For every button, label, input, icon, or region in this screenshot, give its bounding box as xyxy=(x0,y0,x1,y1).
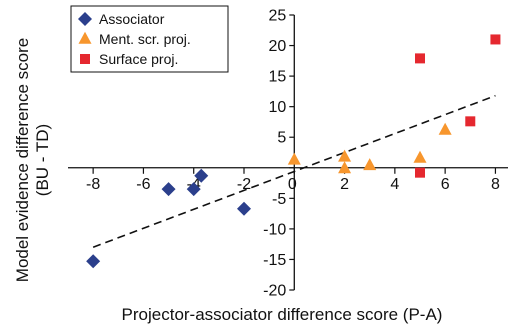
triangle-point xyxy=(438,122,452,135)
y-tick-label: 5 xyxy=(277,130,286,147)
legend: Associator Ment. scr. proj. Surface proj. xyxy=(70,5,229,73)
square-point xyxy=(415,167,425,178)
y-tick-label: -5 xyxy=(272,191,286,208)
legend-label: Associator xyxy=(99,11,165,27)
legend-item: Associator xyxy=(78,11,165,27)
axes xyxy=(68,15,508,290)
y-tick-label: 20 xyxy=(268,38,286,55)
legend-item: Surface proj. xyxy=(80,51,178,67)
y-tick-label: 25 xyxy=(268,8,286,25)
y-tick-label: 10 xyxy=(268,99,286,116)
legend-item: Ment. scr. proj. xyxy=(78,31,191,47)
x-tick-label: 2 xyxy=(340,176,349,193)
y-tick-label: -15 xyxy=(263,252,286,269)
diamond-legend-marker xyxy=(78,12,92,26)
x-tick-label: -6 xyxy=(136,176,150,193)
x-tick-label: 8 xyxy=(491,176,500,193)
x-tick-label: 4 xyxy=(390,176,399,193)
square-point xyxy=(490,34,501,45)
triangle-point xyxy=(413,150,427,163)
legend-label: Surface proj. xyxy=(99,51,178,67)
trendline xyxy=(92,94,496,248)
square-point xyxy=(415,53,425,64)
legend-items: Associator Ment. scr. proj. Surface proj. xyxy=(78,11,191,67)
triangle-point xyxy=(363,158,377,171)
x-tick-label: -2 xyxy=(237,176,251,193)
y-tick-label: -10 xyxy=(263,221,286,238)
legend-box xyxy=(70,5,229,73)
legend-label: Ment. scr. proj. xyxy=(99,31,191,47)
data-points xyxy=(86,34,501,269)
y-axis-label-line1: Model evidence difference score xyxy=(13,38,32,282)
triangle-point xyxy=(338,149,352,162)
diamond-point xyxy=(194,168,209,183)
triangle-point xyxy=(338,161,352,174)
triangle-legend-marker xyxy=(78,31,92,44)
diamond-point xyxy=(186,182,201,197)
x-axis-label: Projector-associator difference score (P… xyxy=(122,305,443,324)
x-tick-label: 0 xyxy=(288,176,297,193)
x-tick-label: 6 xyxy=(441,176,450,193)
trendline-group xyxy=(92,94,496,248)
y-tick-label: 15 xyxy=(268,69,286,86)
square-point xyxy=(465,116,476,127)
diamond-point xyxy=(86,254,101,269)
diamond-point xyxy=(237,201,251,216)
square-legend-marker xyxy=(80,54,90,64)
y-axis-label-line2: (BU - TD) xyxy=(33,124,52,196)
diamond-point xyxy=(161,182,176,197)
triangle-point xyxy=(287,152,301,165)
y-tick-label: -20 xyxy=(263,283,286,300)
x-tick-label: -8 xyxy=(86,176,100,193)
